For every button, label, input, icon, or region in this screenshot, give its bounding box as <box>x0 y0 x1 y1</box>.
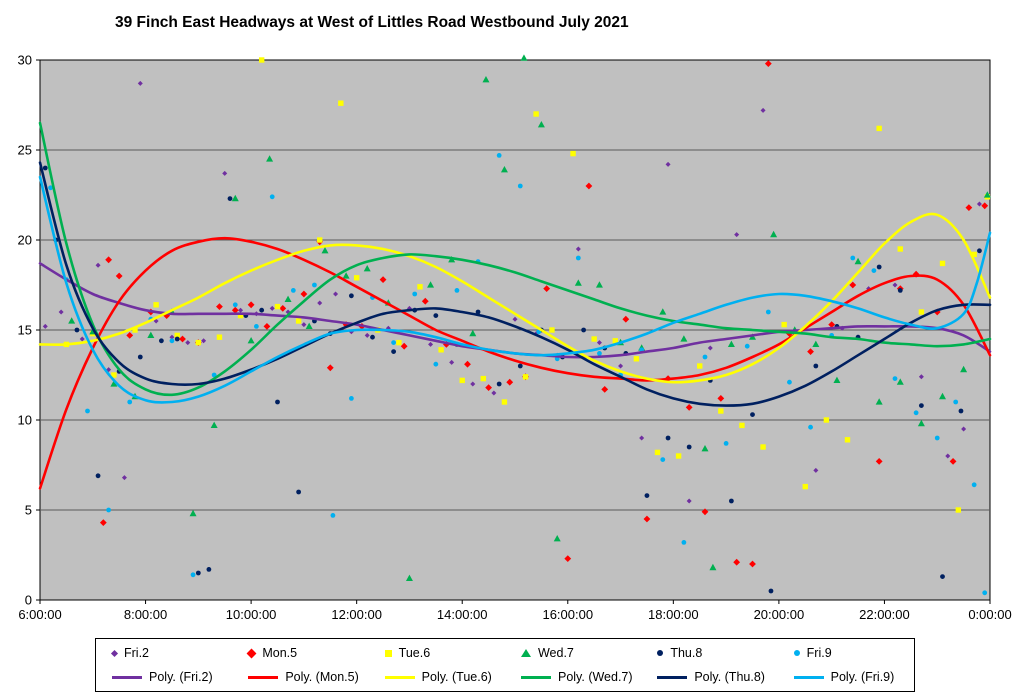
legend-label: Mon.5 <box>262 646 298 660</box>
diamond-marker-icon <box>246 648 257 658</box>
legend-label: Poly. (Fri.2) <box>149 670 213 684</box>
legend-item: Poly. (Fri.2) <box>96 670 232 684</box>
legend-item: Fri.9 <box>778 646 914 660</box>
legend-label: Poly. (Thu.8) <box>694 670 765 684</box>
legend-row-markers: Fri.2 Mon.5 Tue.6 Wed.7 Thu.8 Fri.9 <box>96 641 914 665</box>
trendline-Poly. (Fri.9) <box>38 175 992 404</box>
circle-marker-icon <box>657 650 664 656</box>
y-axis-label: 10 <box>18 413 32 428</box>
legend-item: Poly. (Mon.5) <box>232 670 368 684</box>
legend-item: Fri.2 <box>96 646 232 660</box>
y-axis-label: 5 <box>25 503 32 518</box>
y-axis-label: 0 <box>25 593 32 608</box>
line-sample-icon <box>520 675 551 679</box>
line-sample-icon <box>112 675 142 679</box>
scatter-series-Tue.6 <box>63 57 991 513</box>
legend-item: Poly. (Thu.8) <box>641 670 777 684</box>
legend-label: Fri.2 <box>124 646 149 660</box>
y-axis-label: 25 <box>18 143 32 158</box>
legend-label: Poly. (Tue.6) <box>421 670 492 684</box>
legend: Fri.2 Mon.5 Tue.6 Wed.7 Thu.8 Fri.9 Poly. (Fr… <box>95 638 915 692</box>
scatter-series-Mon.5 <box>99 60 989 568</box>
x-axis-label: 8:00:00 <box>124 607 167 622</box>
legend-label: Tue.6 <box>398 646 431 660</box>
legend-label: Wed.7 <box>537 646 574 660</box>
trendline-Poly. (Thu.8) <box>38 161 992 407</box>
line-sample-icon <box>248 675 279 679</box>
x-axis-label: 20:00:00 <box>754 607 805 622</box>
x-axis-label: 6:00:00 <box>18 607 61 622</box>
circle-marker-icon <box>793 650 800 656</box>
line-sample-icon <box>793 675 824 679</box>
x-axis-label: 16:00:00 <box>542 607 593 622</box>
y-axis-label: 30 <box>18 53 32 68</box>
x-axis-label: 12:00:00 <box>331 607 382 622</box>
legend-item: Poly. (Tue.6) <box>369 670 505 684</box>
x-axis-label: 0:00:00 <box>968 607 1011 622</box>
x-axis-label: 10:00:00 <box>226 607 277 622</box>
scatter-series-Fri.9 <box>48 153 988 596</box>
x-axis-label: 22:00:00 <box>859 607 910 622</box>
line-sample-icon <box>384 675 415 679</box>
legend-label: Fri.9 <box>806 646 832 660</box>
legend-row-lines: Poly. (Fri.2) Poly. (Mon.5) Poly. (Tue.6) P… <box>96 665 914 689</box>
legend-item: Tue.6 <box>369 646 505 660</box>
x-axis-label: 14:00:00 <box>437 607 488 622</box>
trendline-Poly. (Wed.7) <box>38 121 992 397</box>
y-axis-label: 15 <box>18 323 32 338</box>
x-axis-label: 18:00:00 <box>648 607 699 622</box>
square-marker-icon <box>384 649 392 657</box>
legend-label: Poly. (Wed.7) <box>557 670 633 684</box>
triangle-marker-icon <box>520 649 531 657</box>
line-sample-icon <box>657 675 688 679</box>
diamond-small-marker-icon <box>110 649 119 657</box>
chart-title: 39 Finch East Headways at West of Little… <box>115 14 629 31</box>
legend-label: Poly. (Mon.5) <box>285 670 359 684</box>
legend-label: Poly. (Fri.9) <box>830 670 895 684</box>
legend-item: Poly. (Wed.7) <box>505 670 641 684</box>
chart-svg: 0 5 10 15 20 25 30 6:00:00 8:00:00 10:00:00 12:00:… <box>18 53 1012 623</box>
legend-item: Poly. (Fri.9) <box>778 670 914 684</box>
legend-item: Thu.8 <box>641 646 777 660</box>
trendline-Poly. (Mon.5) <box>38 236 992 490</box>
y-axis-label: 20 <box>18 233 32 248</box>
legend-item: Mon.5 <box>232 646 368 660</box>
legend-label: Thu.8 <box>670 646 703 660</box>
legend-item: Wed.7 <box>505 646 641 660</box>
